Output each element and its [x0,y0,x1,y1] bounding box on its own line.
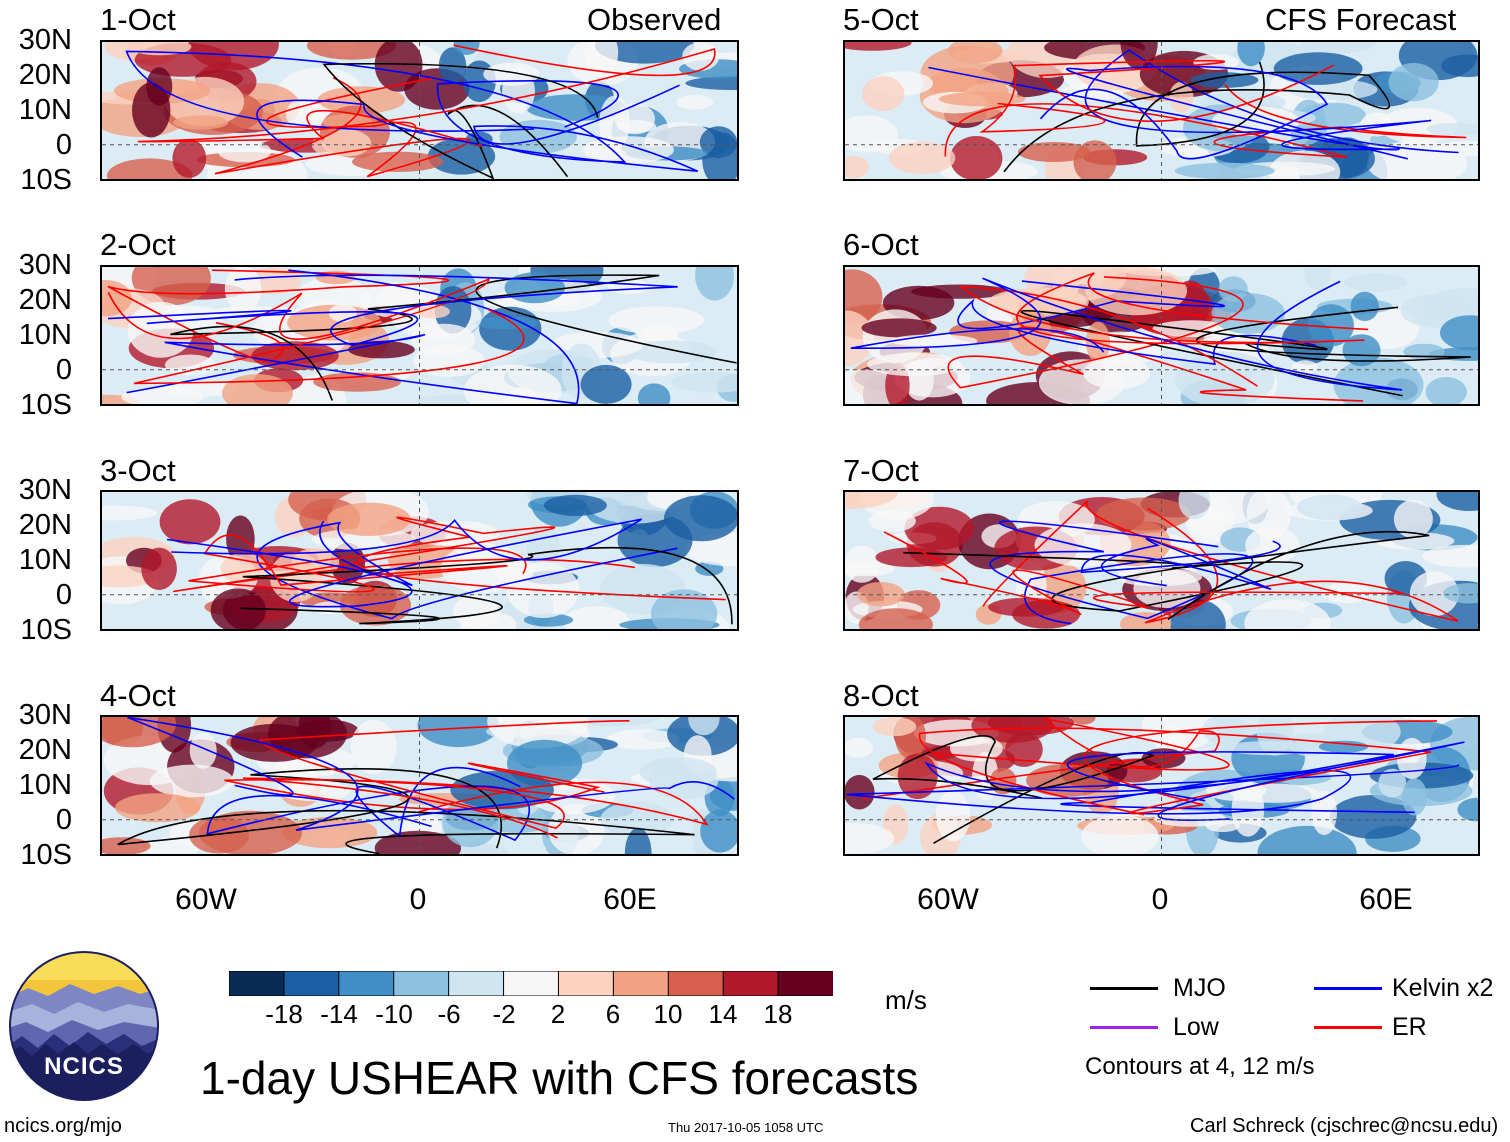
colorbar-swatch [612,970,670,997]
colorbar-tick: -6 [437,999,461,1029]
shear-map [843,40,1480,181]
y-tick-label: 10S [20,614,72,646]
x-tick-label: 60W [175,883,237,916]
y-tick-label: 10N [18,769,72,801]
panel-date: 6-Oct [843,227,919,262]
figure-title: 1-day USHEAR with CFS forecasts [200,1052,919,1104]
panel-date: 2-Oct [100,227,176,262]
x-tick-label: 60E [603,883,657,916]
legend-label: ER [1392,1013,1427,1041]
colorbar-tick: -18 [265,999,303,1029]
y-tick-label: 0 [55,354,72,386]
ncics-logo: NCICS [8,950,160,1102]
colorbar-swatch [393,970,450,997]
colorbar-swatch [283,970,340,997]
forecast-header: CFS Forecast [1265,2,1457,37]
y-tick-label: 10S [20,389,72,421]
y-tick-label: 20N [18,59,72,91]
colorbar-swatch [777,970,835,997]
panel-date: 7-Oct [843,453,919,488]
colorbar-tick: 10 [653,999,683,1029]
observed-header: Observed [587,2,722,37]
shear-map [843,715,1480,856]
shear-map [100,40,739,181]
y-tick-label: 10S [20,839,72,871]
footer-timestamp: Thu 2017-10-05 1058 UTC [668,1120,824,1135]
y-tick-label: 10S [20,164,72,196]
legend-swatch [1090,987,1158,990]
y-tick-label: 0 [55,579,72,611]
legend-swatch [1314,1026,1382,1029]
y-tick-label: 30N [18,699,72,731]
y-tick-label: 10N [18,94,72,126]
panel-date: 4-Oct [100,678,176,713]
shear-field [845,492,1478,629]
colorbar-tick: 6 [605,999,621,1029]
colorbar-swatch [448,970,505,997]
shear-field [102,492,737,629]
colorbar-tick: 2 [550,999,566,1029]
footer-credit: Carl Schreck (cjschrec@ncsu.edu) [1190,1115,1499,1137]
legend-label: Low [1173,1013,1219,1041]
colorbar-swatch [722,970,780,997]
colorbar-unit: m/s [885,985,927,1015]
y-tick-label: 30N [18,249,72,281]
colorbar-swatch [228,970,285,997]
colorbar [228,970,835,997]
x-tick-label: 0 [409,883,427,916]
y-tick-label: 20N [18,509,72,541]
panel-date: 3-Oct [100,453,176,488]
colorbar-swatch [667,970,725,997]
panel-date: 1-Oct [100,2,176,37]
x-tick-label: 60E [1359,883,1413,916]
legend-label: Kelvin x2 [1392,974,1494,1002]
footer-url[interactable]: ncics.org/mjo [4,1115,122,1137]
shear-map [843,490,1480,631]
x-tick-label: 60W [917,883,979,916]
logo-text: NCICS [44,1053,124,1080]
y-tick-label: 30N [18,24,72,56]
colorbar-tick: 14 [708,999,738,1029]
shear-field [102,42,737,179]
panel-date: 5-Oct [843,2,919,37]
shear-map [843,265,1480,406]
shear-field [845,42,1478,179]
shear-field [845,267,1478,404]
legend-swatch [1314,987,1382,990]
contour-note: Contours at 4, 12 m/s [1085,1053,1315,1080]
y-tick-label: 30N [18,474,72,506]
y-tick-label: 0 [55,804,72,836]
shear-field [845,717,1478,854]
colorbar-tick: -10 [375,999,413,1029]
y-tick-label: 10N [18,544,72,576]
colorbar-tick: 18 [763,999,793,1029]
shear-map [100,265,739,406]
colorbar-swatch [557,970,615,997]
legend-swatch [1090,1026,1158,1029]
y-tick-label: 20N [18,734,72,766]
shear-field [102,717,737,854]
shear-map [100,715,739,856]
colorbar-swatches [228,970,835,997]
y-tick-label: 0 [55,129,72,161]
y-tick-label: 20N [18,284,72,316]
colorbar-swatch [338,970,395,997]
panel-date: 8-Oct [843,678,919,713]
shear-field [102,267,737,404]
shear-map [100,490,739,631]
colorbar-tick: -2 [492,999,516,1029]
legend-label: MJO [1173,974,1226,1002]
colorbar-tick: -14 [320,999,358,1029]
x-tick-label: 0 [1151,883,1169,916]
y-tick-label: 10N [18,319,72,351]
colorbar-swatch [503,970,560,997]
